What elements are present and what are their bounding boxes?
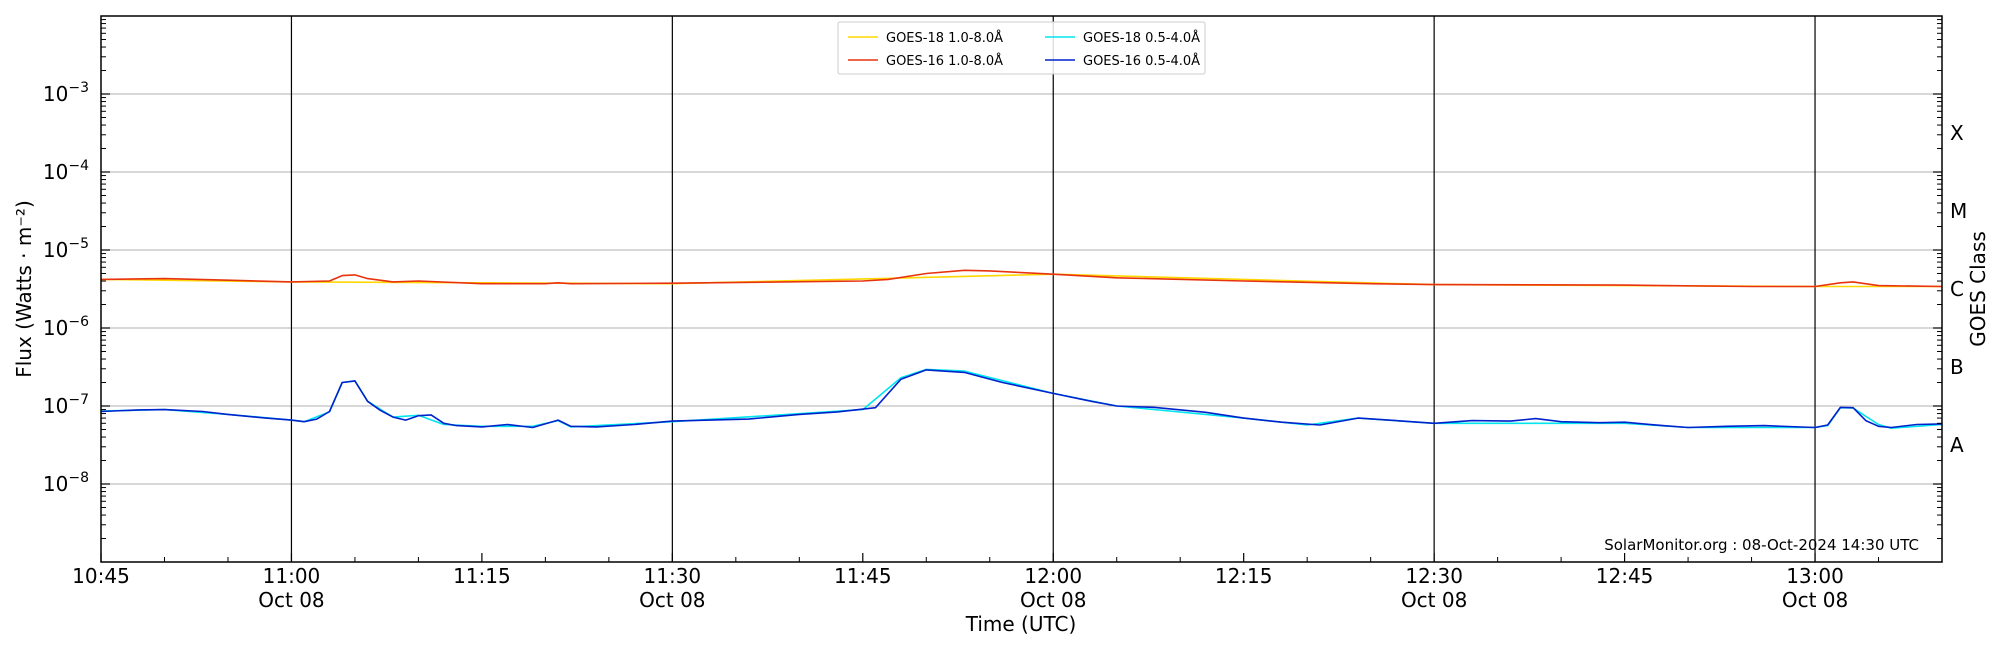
x-tick-label-time: 11:15 [453,564,511,588]
x-tick-label-date: Oct 08 [1782,588,1848,612]
series-lines [100,269,1943,430]
axis-ticks [100,19,1943,562]
goes-class-a: A [1950,433,1964,457]
legend-label: GOES-16 1.0-8.0Å [886,53,1003,69]
goes-class-labels: A B C M X [1950,121,1967,457]
y-tick-label: 10−8 [43,470,89,496]
x-tick-label-date: Oct 08 [1401,588,1467,612]
x-axis-title: Time (UTC) [965,612,1077,636]
x-tick-label-date: Oct 08 [1020,588,1086,612]
legend-label: GOES-16 0.5-4.0Å [1083,53,1200,69]
x-tick-label-date: Oct 08 [258,588,324,612]
grid-lines [101,16,1942,562]
x-tick-label-time: 13:00 [1786,564,1844,588]
legend-box [837,21,1206,75]
x-tick-label-time: 12:15 [1215,564,1273,588]
y-tick-label: 10−3 [43,80,89,106]
x-tick-label-time: 11:30 [644,564,702,588]
x-tick-label-date: Oct 08 [639,588,705,612]
legend-label: GOES-18 0.5-4.0Å [1083,30,1200,46]
x-tick-label-time: 11:00 [263,564,321,588]
series-line-3 [100,368,1943,430]
y-tick-label: 10−7 [43,392,89,418]
y-tick-label: 10−6 [43,314,89,340]
series-line-4 [100,369,1943,429]
y-axis-title: Flux (Watts · m⁻²) [12,200,36,378]
plot-frame [100,15,1943,563]
x-tick-label-time: 12:45 [1596,564,1654,588]
y-tick-labels: 10−8 10−7 10−6 10−5 10−4 10−3 [43,80,89,496]
x-tick-label-time: 10:45 [72,564,130,588]
y-tick-label: 10−4 [43,158,89,184]
legend: GOES-18 1.0-8.0Å GOES-18 0.5-4.0Å GOES-16 … [837,21,1206,75]
goes-class-b: B [1950,355,1964,379]
x-tick-label-time: 12:00 [1024,564,1082,588]
x-tick-label-time: 11:45 [834,564,892,588]
series-line-2 [100,269,1943,288]
x-tick-label-time: 12:30 [1405,564,1463,588]
goes-class-c: C [1950,277,1964,301]
goes-class-x: X [1950,121,1964,145]
legend-label: GOES-18 1.0-8.0Å [886,30,1003,46]
credit-text: SolarMonitor.org : 08-Oct-2024 14:30 UTC [1604,536,1919,554]
y-tick-label: 10−5 [43,236,89,262]
y-axis-right-title: GOES Class [1966,231,1990,347]
goes-class-m: M [1950,199,1967,223]
